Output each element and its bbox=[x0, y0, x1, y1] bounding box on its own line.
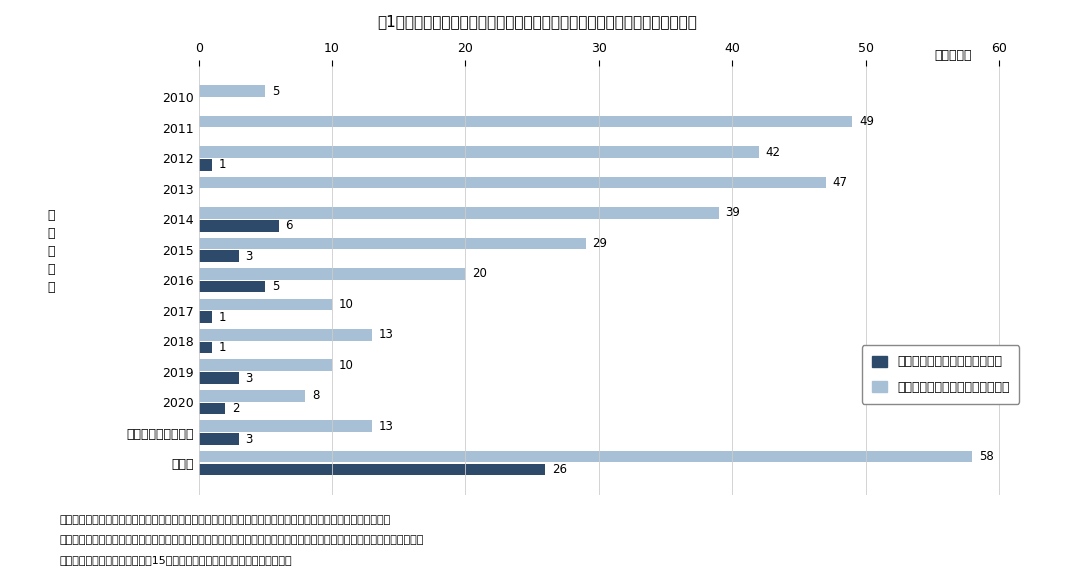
Text: （品目数）: （品目数） bbox=[934, 49, 972, 62]
Bar bbox=[199, 390, 305, 402]
Text: 29: 29 bbox=[592, 237, 607, 250]
Text: 1: 1 bbox=[219, 158, 227, 171]
Bar bbox=[199, 433, 238, 445]
Text: 13: 13 bbox=[379, 420, 394, 433]
Bar bbox=[199, 159, 212, 170]
Text: 58: 58 bbox=[979, 450, 993, 463]
Text: 3: 3 bbox=[245, 250, 252, 263]
Text: 42: 42 bbox=[766, 145, 781, 158]
Bar bbox=[199, 177, 826, 188]
Text: （
承
認
年
）: （ 承 認 年 ） bbox=[48, 209, 55, 294]
Bar bbox=[199, 464, 546, 475]
Text: 5: 5 bbox=[272, 280, 279, 293]
Text: 注：共同開発案件や複数の開発要請案件を一つの薬事承認で取得しているものもあり、重複集計を行っている。: 注：共同開発案件や複数の開発要請案件を一つの薬事承認で取得しているものもあり、重… bbox=[59, 515, 390, 525]
Bar bbox=[199, 359, 332, 371]
Bar bbox=[199, 329, 372, 340]
Text: 3: 3 bbox=[245, 432, 252, 446]
Text: 2: 2 bbox=[232, 402, 240, 415]
Text: 3: 3 bbox=[245, 372, 252, 384]
Text: 5: 5 bbox=[272, 85, 279, 98]
Bar bbox=[199, 207, 719, 219]
Text: 図1　開発企業の募集又は開発要請が行われた医薬品の承認状況（承認年別）: 図1 開発企業の募集又は開発要請が行われた医薬品の承認状況（承認年別） bbox=[377, 14, 697, 29]
Text: 10: 10 bbox=[338, 359, 353, 372]
Bar bbox=[199, 342, 212, 353]
Legend: 開発企業の募集を行った医薬品, 企業に開発の要請を行った医薬品: 開発企業の募集を行った医薬品, 企業に開発の要請を行った医薬品 bbox=[862, 345, 1019, 404]
Bar bbox=[199, 146, 759, 158]
Bar bbox=[199, 451, 972, 463]
Text: 覧」（更新日：令和３年２月15日）をもとに医薬産業政策研究所にて作成: 覧」（更新日：令和３年２月15日）をもとに医薬産業政策研究所にて作成 bbox=[59, 555, 292, 565]
Bar bbox=[199, 116, 853, 128]
Text: 10: 10 bbox=[338, 298, 353, 311]
Bar bbox=[199, 372, 238, 384]
Text: 1: 1 bbox=[219, 341, 227, 354]
Bar bbox=[199, 85, 265, 97]
Text: 39: 39 bbox=[726, 206, 740, 220]
Bar bbox=[199, 299, 332, 310]
Bar bbox=[199, 311, 212, 323]
Text: 20: 20 bbox=[473, 267, 487, 280]
Text: 1: 1 bbox=[219, 311, 227, 324]
Text: 8: 8 bbox=[313, 390, 319, 402]
Bar bbox=[199, 268, 465, 280]
Text: 13: 13 bbox=[379, 328, 394, 341]
Text: 47: 47 bbox=[832, 176, 847, 189]
Bar bbox=[199, 403, 226, 414]
Text: 6: 6 bbox=[286, 219, 293, 232]
Bar bbox=[199, 237, 585, 249]
Bar bbox=[199, 281, 265, 292]
Text: 出所：厚生労働省「医療上の必要性の高い未承認薬・適応外薬検討会議：開発企業の募集又は開発要請を行った医薬品の一: 出所：厚生労働省「医療上の必要性の高い未承認薬・適応外薬検討会議：開発企業の募集… bbox=[59, 535, 423, 545]
Bar bbox=[199, 251, 238, 262]
Bar bbox=[199, 220, 279, 232]
Text: 26: 26 bbox=[552, 463, 567, 476]
Bar bbox=[199, 420, 372, 432]
Text: 49: 49 bbox=[859, 115, 874, 128]
